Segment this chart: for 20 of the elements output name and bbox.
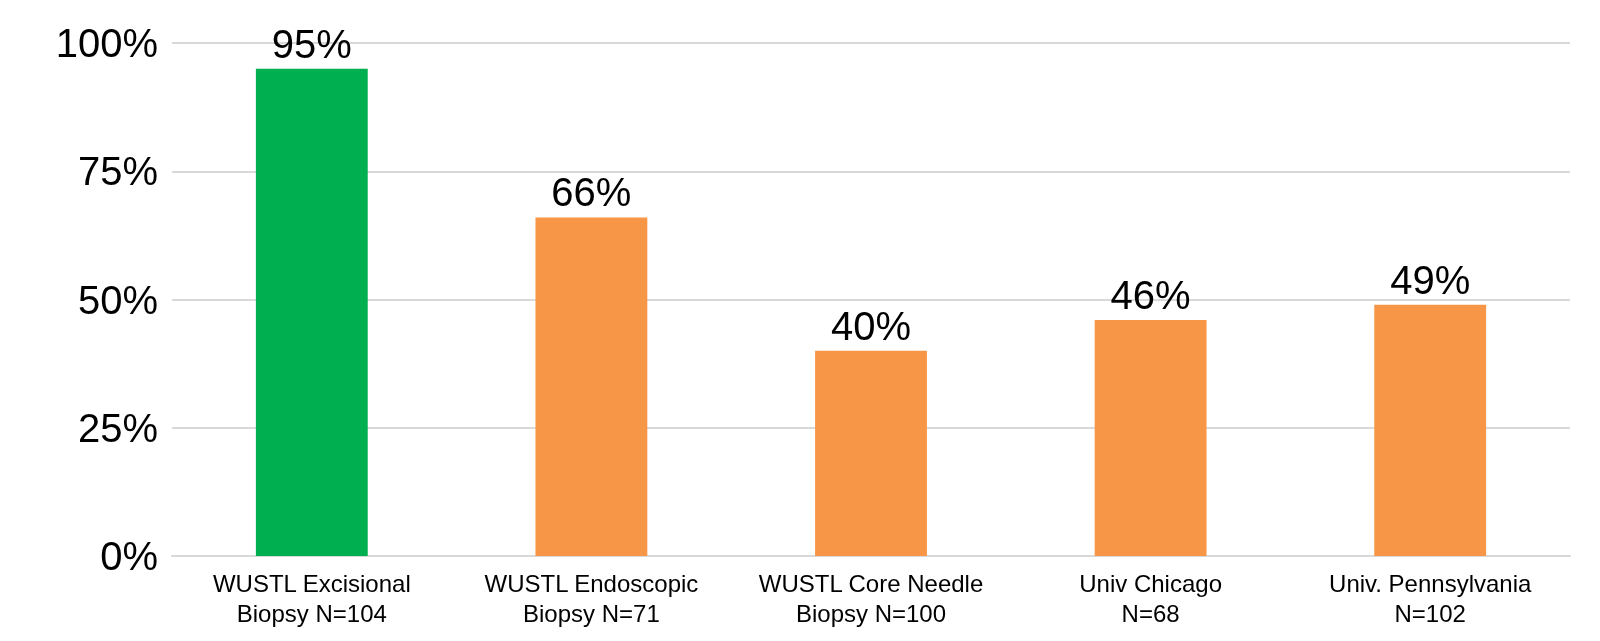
bar bbox=[1374, 304, 1487, 556]
y-tick-label: 100% bbox=[55, 21, 158, 65]
x-tick-label: WUSTL Core Needle Biopsy N=100 bbox=[758, 569, 984, 627]
y-tick-label: 75% bbox=[77, 149, 158, 194]
bar bbox=[1094, 320, 1207, 556]
data-label: 46% bbox=[1110, 273, 1191, 318]
bar bbox=[535, 217, 648, 556]
y-tick-label: 25% bbox=[77, 405, 158, 450]
y-tick-label: 0% bbox=[100, 534, 158, 578]
data-label: 40% bbox=[830, 303, 912, 348]
x-tick-label: WUSTL Endoscopic Biopsy N=71 bbox=[484, 569, 699, 627]
data-label: 95% bbox=[271, 21, 352, 66]
x-tick-label: Univ Chicago N=68 bbox=[1079, 569, 1222, 627]
data-label: 66% bbox=[551, 170, 632, 215]
y-tick-label: 50% bbox=[77, 277, 158, 322]
x-tick-label: WUSTL Excisional Biopsy N=104 bbox=[212, 569, 411, 627]
x-tick-label: Univ. Pennsylvania N=102 bbox=[1329, 569, 1533, 627]
bar bbox=[815, 350, 927, 556]
data-label: 49% bbox=[1390, 257, 1471, 302]
bar bbox=[255, 68, 368, 556]
